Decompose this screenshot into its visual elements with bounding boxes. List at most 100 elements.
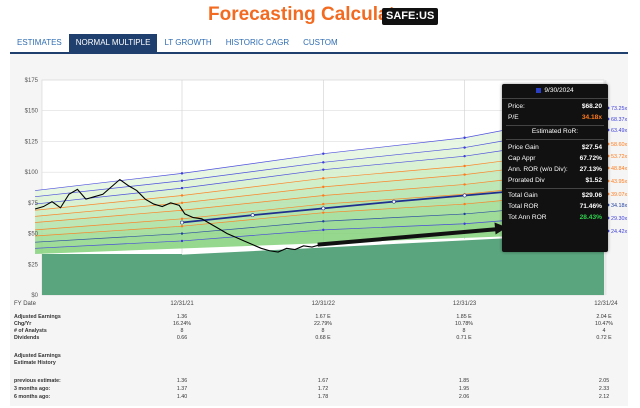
y-tick-label: $100: [25, 170, 39, 176]
tab-lt-growth[interactable]: LT GROWTH: [164, 38, 212, 47]
history-row-label: 3 months ago:: [14, 386, 51, 392]
band-point: [322, 194, 325, 197]
table-cell: 10.78%: [455, 321, 473, 327]
prorated-div-label: Prorated Div: [508, 177, 545, 184]
cap-appr-value: 67.72%: [579, 155, 602, 162]
table-row-label: Dividends: [14, 335, 40, 341]
total-ror-value: 71.46%: [579, 203, 602, 210]
band-point: [180, 225, 184, 228]
history-cell: 1.37: [176, 386, 188, 392]
ann-ror-value: 27.13%: [579, 166, 602, 173]
tooltip-divider: [506, 188, 604, 189]
multiple-label: 48.84x: [611, 166, 627, 172]
tab-historic-cagr[interactable]: HISTORIC CAGR: [225, 38, 290, 47]
history-cell: 2.06: [458, 394, 470, 400]
multiple-label: 58.60x: [611, 142, 627, 148]
band-point: [322, 228, 325, 232]
band-point: [322, 202, 325, 206]
normal-multiple-point: [321, 206, 326, 211]
normal-multiple-point: [180, 220, 184, 225]
multiple-band-area: [35, 147, 606, 217]
multiple-bands: [35, 109, 608, 295]
band-point: [463, 164, 466, 168]
table-cell: 0.71 E: [456, 335, 472, 341]
history-cell: 2.33: [598, 386, 610, 392]
total-gain-label: Total Gain: [508, 192, 538, 199]
tooltip-date: 9/30/2024: [544, 87, 574, 94]
history-cell: 2.12: [598, 394, 610, 400]
normal-multiple-point: [462, 193, 467, 198]
history-row-label: previous estimate:: [14, 378, 61, 384]
multiple-label: 43.95x: [611, 179, 627, 185]
history-cell: 2.05: [598, 378, 610, 384]
total-gain-value: $29.06: [581, 192, 602, 199]
band-point: [180, 194, 184, 197]
tooltip-tot-ann-ror-row: Tot Ann ROR 28.43%: [508, 213, 602, 223]
history-cell: 1.67: [317, 378, 329, 384]
tab-estimates[interactable]: ESTIMATES: [17, 38, 62, 47]
page-title: Forecasting Calculators: [208, 4, 425, 25]
price-gain-label: Price Gain: [508, 144, 539, 151]
tab-normal-multiple[interactable]: NORMAL MULTIPLE: [68, 34, 158, 52]
band-point: [322, 177, 325, 180]
band-point: [322, 152, 325, 155]
earnings-area: [42, 232, 606, 295]
band-point: [180, 217, 184, 221]
y-tick-label: $150: [25, 109, 39, 115]
normal-multiple-point: [392, 199, 396, 204]
arrow-shaft: [317, 227, 500, 247]
prorated-div-value: $1.52: [585, 177, 602, 184]
tot-ann-ror-value: 28.43%: [579, 214, 602, 221]
multiple-label: 63.49x: [611, 128, 627, 134]
cap-appr-label: Cap Appr: [508, 155, 536, 162]
ror-section-title: Estimated RoR:: [531, 128, 579, 135]
band-point: [463, 212, 466, 216]
tooltip-prorated-div-row: Prorated Div $1.52: [508, 176, 602, 186]
tooltip-total-ror-row: Total ROR 71.46%: [508, 202, 602, 212]
table-cell: 0.66: [176, 335, 188, 341]
table-cell: 1.85 E: [456, 314, 472, 320]
multiple-band-area: [35, 110, 606, 197]
table-cell: 1.36: [176, 314, 188, 320]
multiple-band-area: [35, 168, 606, 230]
band-point: [322, 168, 325, 171]
band-point: [180, 232, 184, 235]
tooltip-price-row: Price: $68.20: [508, 102, 602, 112]
tooltip-total-gain-row: Total Gain $29.06: [508, 191, 602, 201]
pe-label: P/E: [508, 114, 519, 121]
y-tick-label: $125: [25, 139, 39, 145]
y-tick-label: $50: [28, 232, 39, 238]
multiple-label: 53.72x: [611, 154, 627, 160]
multiple-label: 24.42x: [611, 229, 627, 235]
y-tick-label: $75: [28, 201, 39, 207]
price-gain-value: $27.54: [581, 144, 602, 151]
multiple-label: 34.18x: [611, 203, 627, 209]
price-value: $68.20: [581, 103, 602, 110]
table-cell: 10.47%: [595, 321, 613, 327]
multiple-label: 39.07x: [611, 192, 627, 198]
band-point: [463, 202, 466, 206]
table-cell: 8: [321, 328, 325, 334]
arrow-head: [494, 222, 507, 235]
multiple-label: 68.37x: [611, 117, 627, 123]
history-section-label: Adjusted Earnings: [14, 353, 61, 359]
history-row-label: 6 months ago:: [14, 394, 51, 400]
header: Forecasting Calculators SAFE:US: [0, 0, 640, 32]
table-cell: 1.67 E: [315, 314, 331, 320]
band-point: [180, 172, 184, 175]
history-cell: 1.72: [317, 386, 329, 392]
multiple-band-area: [35, 123, 606, 205]
band-point: [322, 211, 325, 214]
band-point: [180, 201, 184, 205]
band-point: [463, 136, 466, 139]
band-point: [463, 173, 466, 176]
calculator-tabs: ESTIMATES NORMAL MULTIPLE LT GROWTH HIST…: [10, 34, 345, 52]
tab-custom[interactable]: CUSTOM: [303, 38, 338, 47]
x-tick-label: 12/31/24: [594, 301, 618, 307]
ann-ror-label: Ann. ROR (w/o Div):: [508, 166, 568, 173]
history-section-label: Estimate History: [14, 360, 56, 366]
price-line: [34, 178, 324, 253]
band-point: [180, 239, 184, 243]
table-row-label: Chg/Yr: [14, 321, 32, 327]
band-point: [463, 222, 466, 225]
